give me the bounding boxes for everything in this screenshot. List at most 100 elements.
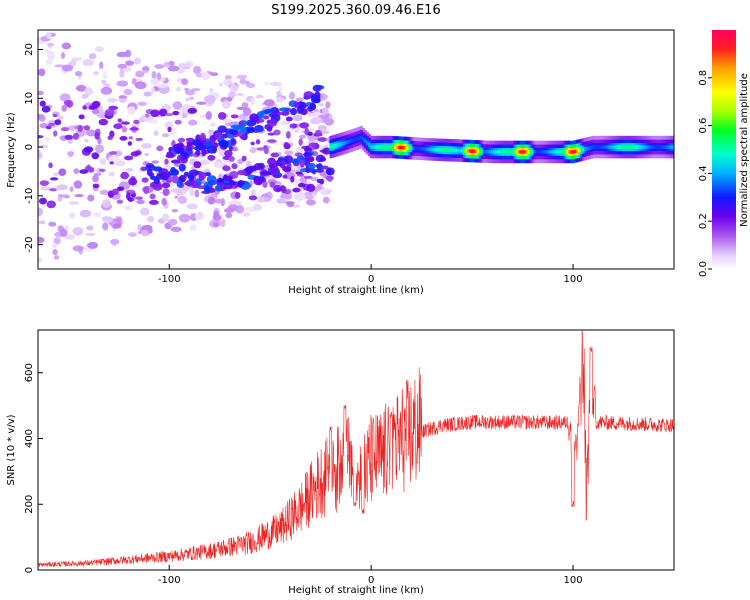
spectrogram-ridge-cell bbox=[567, 150, 571, 154]
spectrogram-noise-cell bbox=[312, 109, 320, 113]
spectrogram-noise-cell bbox=[110, 238, 120, 245]
spectrogram-noise-cell bbox=[170, 188, 182, 193]
spectrogram-noise-cell bbox=[85, 232, 96, 237]
spectrogram-ridge-cell bbox=[361, 137, 365, 141]
spectrogram-noise-cell bbox=[241, 155, 247, 162]
spectrogram-ridge-cell bbox=[592, 145, 596, 149]
spectrogram-noise-cell bbox=[128, 177, 138, 186]
spectrogram-ridge-cell bbox=[418, 147, 422, 151]
spectrogram-ridge-cell bbox=[533, 150, 537, 154]
spectrogram-ridge-cell bbox=[519, 150, 523, 154]
spectrogram-noise-cell bbox=[184, 89, 196, 96]
spectrogram-noise-cell bbox=[144, 113, 150, 118]
spectrogram-ridge-cell bbox=[343, 141, 347, 145]
spectrogram-ridge-cell bbox=[666, 145, 670, 149]
spectrogram-noise-cell bbox=[249, 147, 257, 154]
spectrogram-branch-cell bbox=[204, 185, 210, 194]
spectrogram-noise-cell bbox=[168, 218, 178, 226]
spectrogram-branch-cell bbox=[204, 141, 214, 147]
spectrogram-noise-cell bbox=[71, 56, 83, 61]
spectrogram-ridge-cell bbox=[610, 145, 614, 149]
spectrogram-ridge-cell bbox=[499, 150, 503, 154]
spectrogram-noise-cell bbox=[128, 232, 137, 237]
spectrogram-noise-cell bbox=[234, 191, 241, 199]
spectrogram-ridge-cell bbox=[660, 145, 664, 149]
spectrogram-noise-cell bbox=[316, 178, 322, 184]
spectrogram-ridge-cell bbox=[644, 145, 648, 149]
spectrogram-branch-cell bbox=[160, 172, 170, 181]
spectrogram-ridge-cell bbox=[359, 135, 363, 140]
spectrogram-noise-cell bbox=[61, 104, 68, 112]
figure-title: S199.2025.360.09.46.E16 bbox=[271, 3, 440, 18]
spectrogram-branch-cell bbox=[293, 101, 300, 108]
y-tick-label: -10 bbox=[24, 188, 35, 204]
spectrogram-noise-cell bbox=[205, 111, 212, 120]
spectrogram-noise-cell bbox=[200, 71, 211, 81]
spectrogram-noise-cell bbox=[170, 226, 182, 233]
spectrogram-noise-cell bbox=[264, 99, 275, 107]
spectrogram-noise-cell bbox=[119, 136, 128, 141]
spectrogram-noise-cell bbox=[189, 224, 197, 231]
spectrogram-branch-cell bbox=[208, 180, 217, 186]
spectrogram-noise-cell bbox=[48, 162, 53, 169]
spectrogram-branch-cell bbox=[198, 171, 207, 180]
spectrogram-noise-cell bbox=[212, 214, 222, 221]
spectrogram-noise-cell bbox=[137, 224, 142, 231]
spectrogram-noise-cell bbox=[210, 122, 216, 127]
y-tick-label: -20 bbox=[24, 236, 35, 252]
spectrogram-noise-cell bbox=[310, 116, 323, 125]
y-tick-label: 200 bbox=[24, 495, 35, 514]
spectrogram-noise-cell bbox=[172, 110, 180, 116]
spectrogram-branch-cell bbox=[261, 171, 272, 176]
spectrogram-noise-cell bbox=[163, 61, 170, 68]
spectrogram-noise-cell bbox=[321, 107, 329, 115]
spectrogram-ridge-cell bbox=[357, 136, 361, 140]
y-tick-label: 20 bbox=[24, 43, 35, 56]
spectrogram-ridge-cell bbox=[347, 139, 351, 144]
spectrogram-ridge-cell bbox=[430, 147, 434, 152]
spectrogram-branch-cell bbox=[272, 110, 282, 117]
spectrogram-noise-cell bbox=[151, 160, 159, 164]
spectrogram-noise-cell bbox=[151, 71, 157, 79]
spectrogram-x-label: Height of straight line (km) bbox=[288, 285, 424, 296]
spectrogram-ridge-cell bbox=[575, 149, 579, 153]
spectrogram-branch-cell bbox=[309, 102, 316, 110]
spectrogram-ridge-cell bbox=[517, 150, 521, 154]
spectrogram-noise-cell bbox=[133, 119, 140, 125]
spectrogram-ridge-cell bbox=[408, 146, 412, 150]
spectrogram-ridge-cell bbox=[452, 148, 456, 153]
spectrogram-noise-cell bbox=[288, 201, 294, 206]
spectrogram-ridge-cell bbox=[333, 144, 337, 148]
spectrogram-ridge-cell bbox=[406, 146, 410, 150]
spectrogram-noise-cell bbox=[116, 199, 124, 204]
spectrogram-noise-cell bbox=[99, 189, 109, 196]
spectrogram-ridge-cell bbox=[521, 150, 525, 154]
spectrogram-branch-cell bbox=[199, 132, 206, 142]
spectrogram-branch-cell bbox=[308, 162, 316, 170]
spectrogram-noise-cell bbox=[87, 194, 95, 202]
spectrogram-ridge-cell bbox=[412, 146, 416, 151]
spectrogram-noise-cell bbox=[54, 255, 60, 260]
spectrogram-noise-cell bbox=[79, 209, 92, 218]
spectrogram-ridge-cell bbox=[448, 148, 452, 152]
spectrogram-ridge-cell bbox=[365, 141, 369, 145]
spectrogram-ridge-cell bbox=[434, 147, 438, 152]
spectrogram-ridge-cell bbox=[438, 148, 442, 152]
spectrogram-ridge-cell bbox=[440, 148, 444, 152]
spectrogram-noise-cell bbox=[225, 212, 233, 219]
spectrogram-noise-cell bbox=[292, 114, 303, 122]
spectrogram-noise-cell bbox=[38, 207, 44, 217]
spectrogram-noise-cell bbox=[99, 157, 107, 166]
spectrogram-ridge-cell bbox=[529, 150, 533, 154]
spectrogram-noise-cell bbox=[61, 42, 72, 50]
spectrogram-ridge-cell bbox=[648, 145, 652, 149]
spectrogram-noise-cell bbox=[174, 195, 179, 199]
spectrogram-ridge-cell bbox=[563, 150, 567, 154]
spectrogram-ridge-cell bbox=[386, 145, 390, 149]
spectrogram-ridge-cell bbox=[622, 145, 626, 149]
spectrogram-ridge-cell bbox=[505, 150, 509, 154]
spectrogram-ridge-cell bbox=[468, 149, 472, 153]
colorbar-ticks: 0.0 0.2 0.4 0.6 0.8 bbox=[698, 70, 712, 277]
spectrogram-noise-cell bbox=[125, 192, 131, 200]
spectrogram-branch-cell bbox=[320, 165, 329, 170]
